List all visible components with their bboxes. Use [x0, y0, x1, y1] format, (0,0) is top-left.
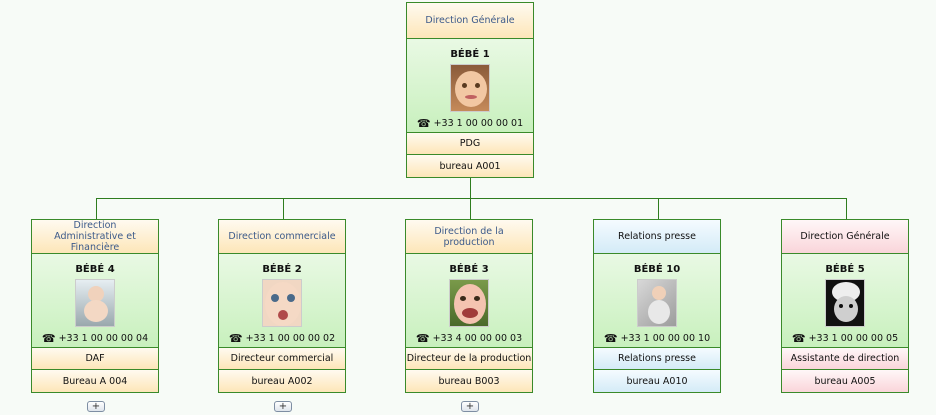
card-department: Direction de la production — [406, 220, 532, 254]
phone-icon: ☎ — [228, 332, 243, 345]
phone-icon: ☎ — [416, 117, 431, 130]
org-card-bebe-3[interactable]: Direction de la production BÉBÉ 3 ☎ +33 … — [405, 219, 533, 393]
card-office: bureau A010 — [594, 370, 720, 392]
card-body: BÉBÉ 4 ☎ +33 1 00 00 00 04 — [32, 254, 158, 348]
card-phone: ☎ +33 1 00 00 00 02 — [229, 332, 335, 345]
card-phone: ☎ +33 1 00 00 00 10 — [604, 332, 710, 345]
phone-icon: ☎ — [791, 332, 806, 345]
card-person-name: BÉBÉ 2 — [262, 264, 302, 275]
connector-child-5 — [846, 198, 847, 219]
card-role: Relations presse — [594, 348, 720, 370]
card-body: BÉBÉ 2 ☎ +33 1 00 00 00 02 — [219, 254, 345, 348]
connector-child-2 — [283, 198, 284, 219]
expand-button[interactable]: + — [274, 401, 292, 412]
card-office: Bureau A 004 — [32, 370, 158, 392]
card-department: Direction Générale — [782, 220, 908, 254]
card-body: BÉBÉ 10 ☎ +33 1 00 00 00 10 — [594, 254, 720, 348]
photo-baby-10[interactable] — [637, 279, 677, 327]
connector-root-down — [470, 178, 471, 198]
connector-child-4 — [658, 198, 659, 219]
card-person-name: BÉBÉ 4 — [75, 264, 115, 275]
card-office: bureau A002 — [219, 370, 345, 392]
card-phone-number: +33 1 00 00 00 04 — [58, 333, 149, 344]
card-role: Directeur commercial — [219, 348, 345, 370]
card-office: bureau A005 — [782, 370, 908, 392]
card-phone-number: +33 1 00 00 00 05 — [808, 333, 899, 344]
card-person-name: BÉBÉ 10 — [633, 264, 681, 275]
connector-child-3 — [470, 198, 471, 219]
card-phone: ☎ +33 1 00 00 00 01 — [417, 117, 523, 130]
card-role: Assistante de direction — [782, 348, 908, 370]
card-department: Direction Générale — [407, 3, 533, 39]
photo-baby-3[interactable] — [449, 279, 489, 327]
card-department: Relations presse — [594, 220, 720, 254]
card-department: Direction commerciale — [219, 220, 345, 254]
card-phone: ☎ +33 1 00 00 00 05 — [792, 332, 898, 345]
card-office: bureau A001 — [407, 155, 533, 177]
card-person-name: BÉBÉ 3 — [449, 264, 489, 275]
phone-icon: ☎ — [415, 332, 430, 345]
phone-icon: ☎ — [603, 332, 618, 345]
card-phone-number: +33 1 00 00 00 02 — [245, 333, 336, 344]
card-body: BÉBÉ 1 ☎ +33 1 00 00 00 01 — [407, 39, 533, 133]
card-person-name: BÉBÉ 5 — [825, 264, 865, 275]
connector-horizontal — [96, 198, 847, 199]
card-phone-number: +33 4 00 00 00 03 — [432, 333, 523, 344]
photo-baby-5[interactable] — [825, 279, 865, 327]
org-card-bebe-4[interactable]: Direction Administrative et Financière B… — [31, 219, 159, 393]
card-phone: ☎ +33 1 00 00 00 04 — [42, 332, 148, 345]
card-person-name: BÉBÉ 1 — [450, 49, 490, 60]
photo-baby-4[interactable] — [75, 279, 115, 327]
org-card-bebe-2[interactable]: Direction commerciale BÉBÉ 2 ☎ +33 1 00 … — [218, 219, 346, 393]
card-role: PDG — [407, 133, 533, 155]
card-phone: ☎ +33 4 00 00 00 03 — [416, 332, 522, 345]
expand-button[interactable]: + — [87, 401, 105, 412]
card-body: BÉBÉ 5 ☎ +33 1 00 00 00 05 — [782, 254, 908, 348]
org-card-root[interactable]: Direction Générale BÉBÉ 1 ☎ +33 1 00 00 … — [406, 2, 534, 178]
phone-icon: ☎ — [41, 332, 56, 345]
expand-button[interactable]: + — [461, 401, 479, 412]
card-role: Directeur de la production — [406, 348, 532, 370]
card-office: bureau B003 — [406, 370, 532, 392]
card-body: BÉBÉ 3 ☎ +33 4 00 00 00 03 — [406, 254, 532, 348]
org-card-bebe-5[interactable]: Direction Générale BÉBÉ 5 ☎ +33 1 00 00 … — [781, 219, 909, 393]
card-phone-number: +33 1 00 00 00 10 — [620, 333, 711, 344]
photo-baby-1[interactable] — [450, 64, 490, 112]
org-card-bebe-10[interactable]: Relations presse BÉBÉ 10 ☎ +33 1 00 00 0… — [593, 219, 721, 393]
photo-baby-2[interactable] — [262, 279, 302, 327]
card-department: Direction Administrative et Financière — [32, 220, 158, 254]
card-phone-number: +33 1 00 00 00 01 — [433, 118, 524, 129]
card-role: DAF — [32, 348, 158, 370]
connector-child-1 — [96, 198, 97, 219]
